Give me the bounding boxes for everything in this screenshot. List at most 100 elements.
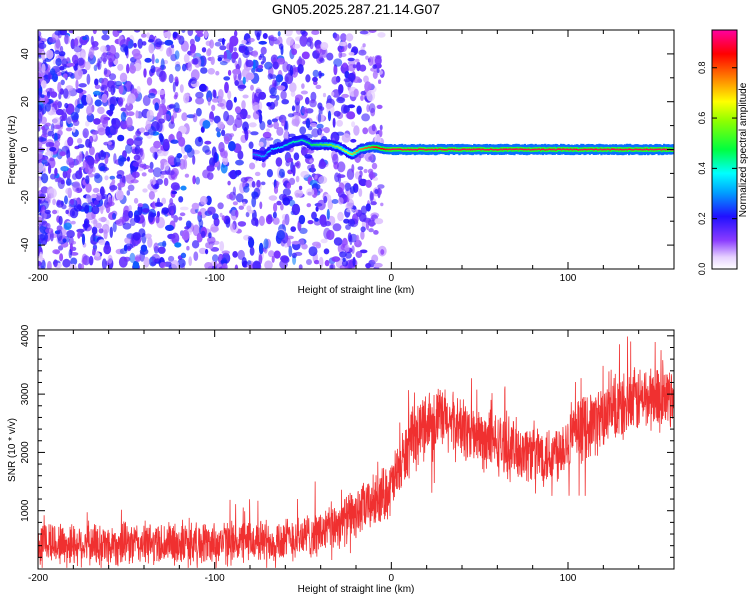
heatmap-cell [190,52,197,58]
heatmap-cell [332,117,336,128]
ridge-core [544,149,547,151]
heatmap-cell [323,248,330,255]
heatmap-cell [209,39,215,49]
heatmap-cell [66,116,72,125]
heatmap-cell [282,197,291,206]
heatmap-cell [152,201,156,210]
heatmap-cell [160,58,165,70]
heatmap-cell [64,102,69,109]
ridge-core [253,153,256,155]
heatmap-cell [73,119,80,127]
heatmap-cell [248,122,257,128]
heatmap-cell [273,250,281,259]
heatmap-cell [101,258,107,269]
heatmap-cell [262,56,266,63]
heatmap-cell [52,117,62,126]
heatmap-cell [145,233,152,239]
heatmap-cell [151,53,155,65]
heatmap-cell [109,185,118,191]
heatmap-cell [66,71,74,77]
heatmap-cell [88,159,95,169]
snr-y-axis-label: SNR (10 * v/v) [7,418,18,482]
heatmap-cell [157,150,166,157]
heatmap-cell [126,97,130,106]
heatmap-cell [126,116,133,128]
heatmap-cell [294,251,303,256]
heatmap-cell [38,30,42,37]
heatmap-cell [311,30,320,35]
heatmap-cell [183,92,190,104]
heatmap-cell [132,231,141,241]
heatmap-cell [206,165,215,172]
heatmap-cell [374,55,382,66]
heatmap-cell [93,200,100,206]
heatmap-cell [258,113,263,124]
heatmap-cell [368,172,376,179]
heatmap-cell [233,96,237,103]
heatmap-cell [193,58,199,65]
heatmap-cell [266,128,270,132]
heatmap-cell [98,228,104,234]
heatmap-cell [231,51,239,60]
heatmap-cell [193,251,199,261]
heatmap-cell [342,62,348,68]
heatmap-cell [120,111,127,122]
heatmap-cell [305,118,311,129]
heatmap-cell [252,50,259,58]
heatmap-cell [351,245,355,254]
heatmap-cell [85,94,92,104]
heatmap-cell [59,30,67,36]
heatmap-cell [353,88,359,98]
heatmap-cell [152,167,162,178]
heatmap-cell [312,76,318,83]
heatmap-cell [321,161,327,167]
heatmap-cell [214,41,222,47]
heatmap-cell [301,83,305,89]
heatmap-cell [148,92,156,99]
heatmap-cell [300,170,310,178]
heatmap-cell [171,190,178,195]
heatmap-cell [123,244,128,252]
heatmap-cell [314,174,318,180]
heatmap-cell [323,195,328,204]
heatmap-cell [50,91,58,98]
heatmap-cell [237,221,247,227]
heatmap-cell [354,209,359,213]
heatmap-cell [359,249,368,254]
heatmap-cell [229,35,239,47]
heatmap-cell [213,115,221,124]
heatmap-cell [157,197,160,207]
snr-y-tick-label: 4000 [20,324,31,347]
heatmap-cell [291,48,298,55]
heatmap-cell [183,158,188,170]
heatmap-cell [326,208,330,220]
heatmap-cell [363,75,369,83]
colorbar: 0.0 0.2 0.4 0.6 0.8 Normalized spectral ampl… [697,29,749,275]
heatmap-cell [94,99,103,107]
heatmap-cell [192,155,196,165]
heatmap-cell [41,63,46,73]
heatmap-cell [199,83,207,92]
heatmap-cell [351,164,355,173]
heatmap-cell [103,244,112,255]
heatmap-cell [345,202,354,210]
heatmap-cell [85,175,90,185]
heatmap-cell [347,104,356,109]
heatmap-cell [48,164,52,175]
heatmap-cell [333,64,338,76]
heatmap-cell [97,106,105,115]
heatmap-cell [258,40,268,45]
heatmap-cell [235,193,244,203]
heatmap-cell [142,208,150,213]
heatmap-cell [134,256,141,263]
heatmap-cell [141,218,146,228]
heatmap-cell [65,187,72,195]
heatmap-cell [269,36,278,42]
heatmap-cell [92,90,101,96]
heatmap-cell [202,169,211,179]
heatmap-cell [277,31,281,37]
heatmap-cell [288,133,296,138]
heatmap-cell [256,179,261,188]
heatmap-cell [247,236,253,241]
heatmap-cell [114,80,123,87]
